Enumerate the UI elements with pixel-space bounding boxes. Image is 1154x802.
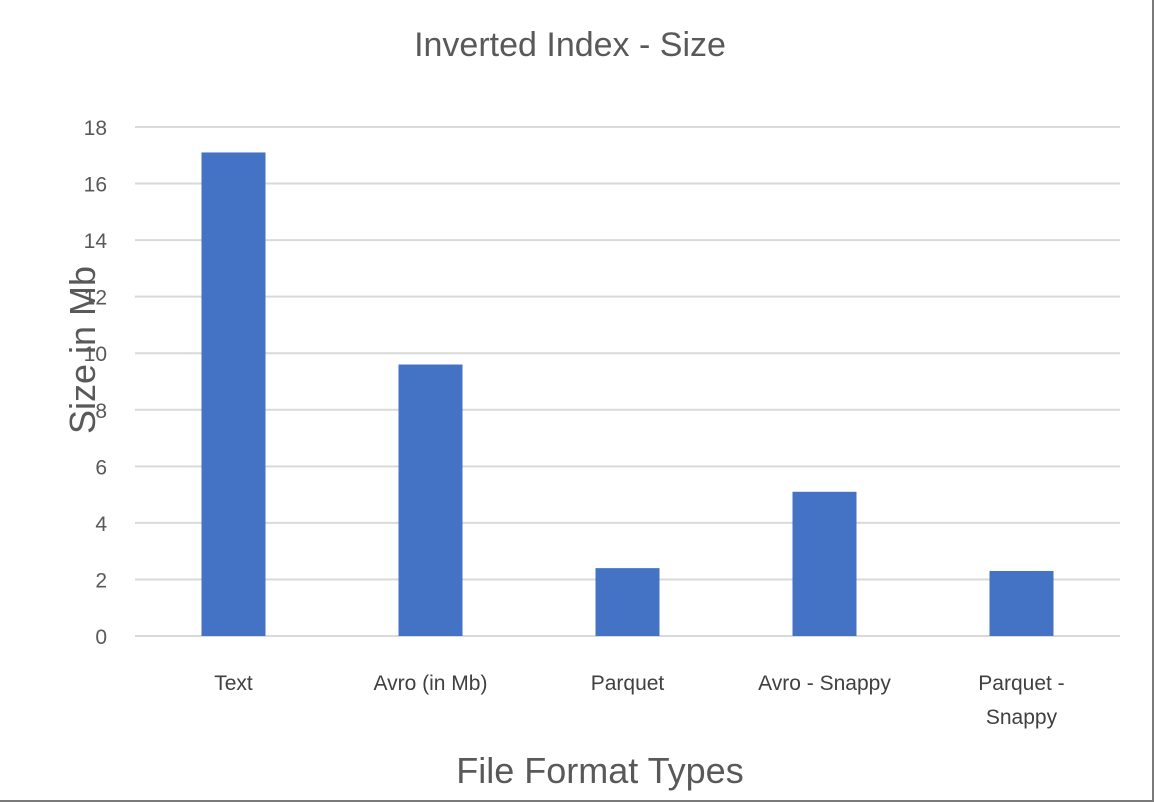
y-tick-label: 16 xyxy=(84,174,107,197)
bar-2 xyxy=(595,568,660,636)
bar-0 xyxy=(201,152,266,636)
x-tick-label: Parquet - xyxy=(978,672,1064,695)
x-tick-label: Snappy xyxy=(986,706,1058,729)
y-tick-label: 2 xyxy=(95,569,107,592)
y-tick-label: 6 xyxy=(95,456,107,479)
x-tick-label: Parquet xyxy=(591,672,665,695)
y-tick-label: 14 xyxy=(84,230,108,253)
x-tick-label: Avro (in Mb) xyxy=(374,672,488,695)
y-tick-label: 18 xyxy=(84,117,107,140)
bar-4 xyxy=(989,570,1054,636)
x-tick-label: Text xyxy=(214,672,253,695)
y-tick-label: 12 xyxy=(84,287,107,310)
bar-3 xyxy=(792,491,857,636)
y-tick-label: 0 xyxy=(95,626,107,649)
y-tick-label: 10 xyxy=(84,343,107,366)
y-tick-label: 8 xyxy=(95,400,107,423)
x-axis-label: File Format Types xyxy=(456,750,744,791)
chart-title: Inverted Index - Size xyxy=(414,26,726,64)
x-tick-label: Avro - Snappy xyxy=(758,672,891,695)
y-tick-label: 4 xyxy=(95,513,107,536)
bar-1 xyxy=(398,364,463,636)
